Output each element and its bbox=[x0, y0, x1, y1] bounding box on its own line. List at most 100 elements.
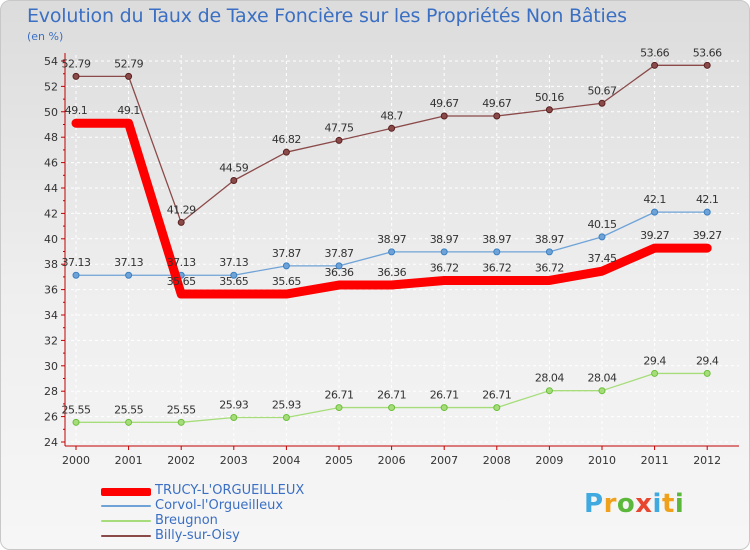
data-point-1 bbox=[72, 271, 80, 279]
data-label-2: 25.93 bbox=[272, 398, 301, 411]
data-label-1: 37.87 bbox=[325, 247, 354, 260]
data-point-1 bbox=[651, 208, 659, 216]
data-point-2 bbox=[598, 387, 606, 395]
chart-subtitle: (en %) bbox=[27, 30, 64, 43]
data-label-3: 52.79 bbox=[114, 57, 143, 70]
data-label-0: 36.72 bbox=[482, 261, 511, 274]
data-point-3 bbox=[72, 72, 80, 80]
data-point-3 bbox=[703, 61, 711, 69]
y-tick-label: 38 bbox=[44, 258, 58, 271]
data-label-2: 28.04 bbox=[588, 372, 617, 385]
data-point-3 bbox=[335, 136, 343, 144]
data-label-0: 39.27 bbox=[693, 229, 722, 242]
data-label-0: 35.65 bbox=[219, 275, 248, 288]
y-tick-label: 34 bbox=[44, 309, 58, 322]
x-tick-label: 2004 bbox=[272, 454, 300, 467]
y-tick-label: 28 bbox=[44, 385, 58, 398]
data-label-1: 38.97 bbox=[430, 233, 459, 246]
data-label-2: 28.04 bbox=[535, 372, 564, 385]
data-label-0: 35.65 bbox=[272, 275, 301, 288]
data-point-1 bbox=[545, 248, 553, 256]
y-tick-label: 40 bbox=[44, 233, 58, 246]
data-point-1 bbox=[125, 271, 133, 279]
data-point-1 bbox=[335, 262, 343, 270]
data-point-1 bbox=[282, 262, 290, 270]
data-point-2 bbox=[177, 418, 185, 426]
data-label-3: 53.66 bbox=[693, 46, 722, 59]
data-label-2: 26.71 bbox=[482, 389, 511, 402]
x-tick-label: 2012 bbox=[693, 454, 721, 467]
data-point-2 bbox=[72, 418, 80, 426]
data-point-1 bbox=[388, 248, 396, 256]
data-label-1: 42.1 bbox=[696, 193, 719, 206]
y-tick-label: 52 bbox=[44, 80, 58, 93]
data-point-3 bbox=[230, 177, 238, 185]
data-label-0: 36.72 bbox=[430, 261, 459, 274]
data-label-0: 35.65 bbox=[167, 275, 196, 288]
data-label-3: 47.75 bbox=[325, 121, 354, 134]
x-tick-label: 2011 bbox=[641, 454, 669, 467]
data-label-0: 36.36 bbox=[325, 266, 354, 279]
data-label-2: 25.93 bbox=[219, 398, 248, 411]
legend-swatch-trucy bbox=[101, 488, 151, 496]
data-label-1: 37.13 bbox=[62, 256, 91, 269]
data-label-3: 46.82 bbox=[272, 133, 301, 146]
x-tick-label: 2010 bbox=[588, 454, 616, 467]
data-point-3 bbox=[282, 148, 290, 156]
y-tick-label: 26 bbox=[44, 411, 58, 424]
data-point-2 bbox=[703, 369, 711, 377]
x-tick-label: 2005 bbox=[325, 454, 353, 467]
x-tick-label: 2008 bbox=[483, 454, 511, 467]
data-label-2: 26.71 bbox=[430, 389, 459, 402]
x-tick-label: 2006 bbox=[378, 454, 406, 467]
logo-letter: P bbox=[584, 489, 604, 519]
x-tick-label: 2003 bbox=[220, 454, 248, 467]
data-label-3: 44.59 bbox=[219, 162, 248, 175]
y-tick-label: 48 bbox=[44, 131, 58, 144]
data-point-2 bbox=[335, 404, 343, 412]
data-label-1: 37.87 bbox=[272, 247, 301, 260]
data-label-2: 25.55 bbox=[167, 403, 196, 416]
y-tick-label: 44 bbox=[44, 182, 58, 195]
logo-letter: i bbox=[652, 489, 662, 519]
chart-title: Evolution du Taux de Taxe Foncière sur l… bbox=[27, 5, 627, 27]
legend-swatch-breugnon bbox=[101, 520, 151, 522]
y-tick-label: 46 bbox=[44, 157, 58, 170]
data-point-3 bbox=[651, 61, 659, 69]
logo-letter: x bbox=[635, 489, 653, 519]
data-point-2 bbox=[282, 413, 290, 421]
data-label-3: 50.16 bbox=[535, 91, 564, 104]
data-label-1: 38.97 bbox=[535, 233, 564, 246]
data-point-3 bbox=[493, 112, 501, 120]
data-label-3: 41.29 bbox=[167, 203, 196, 216]
data-label-0: 36.72 bbox=[535, 261, 564, 274]
x-tick-label: 2002 bbox=[167, 454, 195, 467]
data-label-1: 38.97 bbox=[377, 233, 406, 246]
y-tick-label: 24 bbox=[44, 436, 58, 449]
x-tick-label: 2001 bbox=[115, 454, 143, 467]
data-label-0: 49.1 bbox=[65, 104, 88, 117]
logo-letter: o bbox=[616, 489, 636, 519]
data-point-1 bbox=[440, 248, 448, 256]
data-point-3 bbox=[545, 106, 553, 114]
data-label-3: 50.67 bbox=[588, 84, 617, 97]
data-label-3: 49.67 bbox=[482, 97, 511, 110]
data-label-1: 37.13 bbox=[219, 256, 248, 269]
data-label-3: 48.7 bbox=[380, 109, 403, 122]
legend-label-trucy: TRUCY-L'ORGUEILLEUX bbox=[155, 483, 305, 498]
y-tick-label: 50 bbox=[44, 106, 58, 119]
data-point-2 bbox=[493, 404, 501, 412]
data-point-1 bbox=[230, 271, 238, 279]
logo-letter: r bbox=[603, 489, 617, 519]
legend-label-breugnon: Breugnon bbox=[155, 513, 218, 528]
data-point-3 bbox=[177, 218, 185, 226]
y-tick-label: 36 bbox=[44, 284, 58, 297]
y-tick-label: 54 bbox=[44, 55, 58, 68]
data-point-3 bbox=[125, 72, 133, 80]
data-label-2: 29.4 bbox=[643, 354, 666, 367]
data-label-2: 29.4 bbox=[696, 354, 719, 367]
data-point-1 bbox=[598, 233, 606, 241]
data-point-2 bbox=[230, 413, 238, 421]
data-label-0: 36.36 bbox=[377, 266, 406, 279]
